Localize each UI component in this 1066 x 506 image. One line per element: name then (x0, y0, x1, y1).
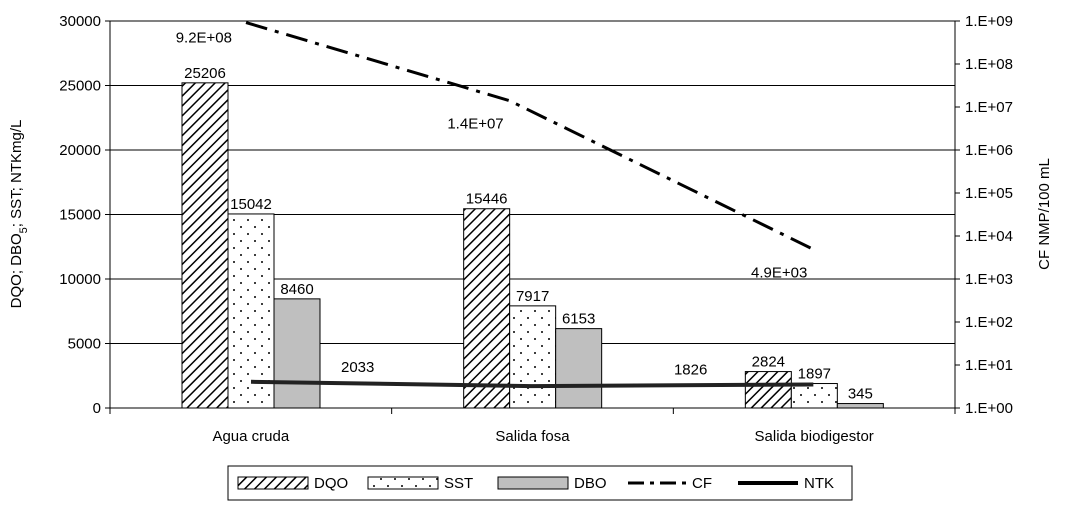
legend-swatch-dqo (237, 476, 309, 490)
data-labels: 25206 15446 2824 15042 7917 1897 8460 6153 345 9.… (176, 30, 873, 403)
bars (181, 82, 884, 409)
y2-tick-label: 1.E+03 (965, 271, 1013, 288)
bar-value-label: 15042 (230, 196, 272, 213)
y2-tick-label: 1.E+05 (965, 185, 1013, 202)
legend-label-cf: CF (692, 475, 712, 492)
y-tick-label: 10000 (59, 271, 101, 288)
bar-dqo (463, 208, 511, 409)
legend-swatch-dbo (497, 476, 569, 490)
x-tick-label: Salida biodigestor (755, 428, 874, 445)
legend-label-dqo: DQO (314, 475, 348, 492)
y-tick-label: 0 (93, 400, 101, 417)
x-tick-label: Agua cruda (212, 428, 289, 445)
y2-tick-label: 1.E+04 (965, 228, 1013, 245)
bar-sst (790, 383, 838, 409)
y-axis-title: DQO; DBO5; SST; NTKmg/L (8, 120, 30, 309)
series-line-ntk (250, 379, 814, 389)
y-tick-label: 20000 (59, 142, 101, 159)
bar-dbo (555, 328, 603, 409)
bar-value-label: 8460 (280, 281, 313, 298)
bar-dqo (181, 82, 229, 409)
bar-value-label: 6153 (562, 311, 595, 328)
bar-dqo (744, 371, 792, 409)
y-tick-label: 15000 (59, 207, 101, 224)
y-tick-label: 30000 (59, 13, 101, 30)
ntk-value-label: 2033 (341, 359, 374, 376)
bar-value-label: 25206 (184, 65, 226, 82)
legend: DQO SST DBO CF NTK (227, 465, 853, 501)
legend-label-ntk: NTK (804, 475, 834, 492)
y2-tick-label: 1.E+02 (965, 314, 1013, 331)
y-tick-label: 25000 (59, 78, 101, 95)
y2-tick-label: 1.E+06 (965, 142, 1013, 159)
y2-tick-label: 1.E+09 (965, 13, 1013, 30)
ntk-value-label: 1826 (674, 361, 707, 378)
bar-sst (227, 213, 275, 409)
legend-label-dbo: DBO (574, 475, 607, 492)
series-line-cf (245, 21, 814, 251)
legend-swatch-sst (367, 476, 439, 490)
bar-value-label: 7917 (516, 288, 549, 305)
axes: 0 5000 10000 15000 20000 25000 30000 1.E+00 1.E+… (59, 13, 1013, 445)
cf-value-label: 1.4E+07 (447, 116, 503, 133)
y2-tick-label: 1.E+01 (965, 357, 1013, 374)
bar-value-label: 345 (848, 386, 873, 403)
bar-value-label: 1897 (798, 366, 831, 383)
x-tick-label: Salida fosa (495, 428, 570, 445)
y2-tick-label: 1.E+00 (965, 400, 1013, 417)
cf-value-label: 4.9E+03 (751, 264, 807, 281)
bar-dbo (273, 298, 321, 409)
bar-value-label: 2824 (752, 354, 785, 371)
legend-label-sst: SST (444, 475, 473, 492)
bar-sst (509, 305, 557, 409)
cf-value-label: 9.2E+08 (176, 30, 232, 47)
bar-dbo (836, 403, 884, 409)
y-tick-label: 5000 (68, 336, 101, 353)
series-lines (245, 21, 814, 389)
bar-value-label: 15446 (466, 191, 508, 208)
y2-tick-label: 1.E+07 (965, 99, 1013, 116)
y2-axis-title: CF NMP/100 mL (1036, 158, 1053, 270)
y2-tick-label: 1.E+08 (965, 56, 1013, 73)
